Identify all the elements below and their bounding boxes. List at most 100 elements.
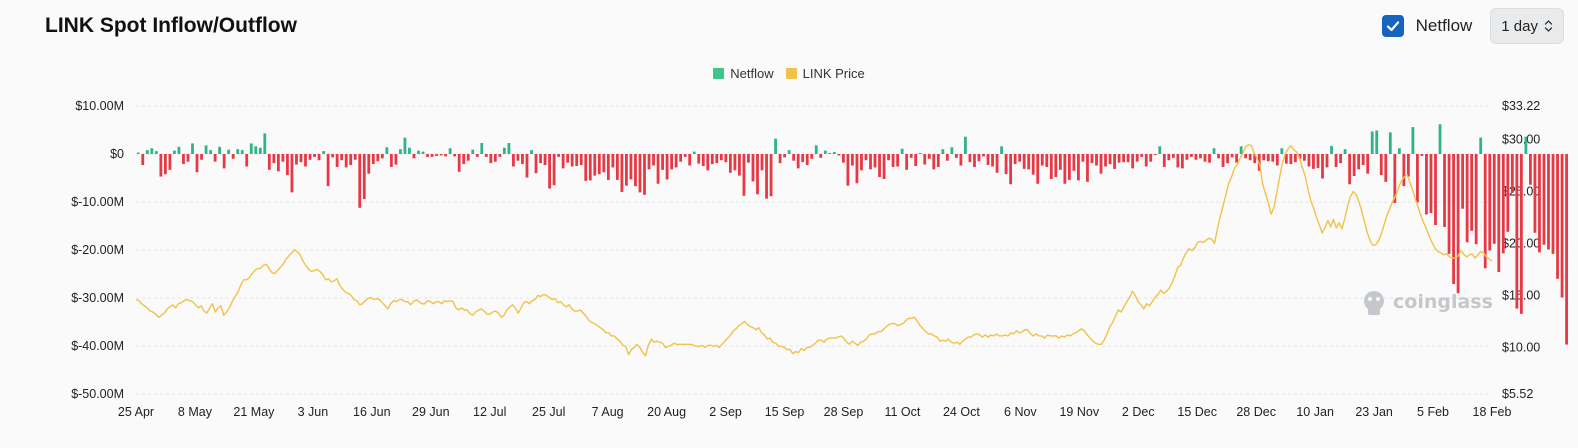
netflow-bar[interactable] [344, 154, 348, 168]
netflow-bar[interactable] [1248, 154, 1252, 161]
netflow-bar[interactable] [530, 150, 533, 154]
netflow-bar[interactable] [1022, 154, 1026, 169]
netflow-bar[interactable] [891, 154, 895, 167]
netflow-bar[interactable] [389, 154, 393, 167]
netflow-bar[interactable] [1551, 154, 1555, 254]
netflow-bar[interactable] [661, 154, 664, 170]
netflow-bar[interactable] [1515, 154, 1519, 309]
netflow-bar[interactable] [945, 154, 949, 161]
netflow-bar[interactable] [507, 142, 511, 154]
netflow-bar[interactable] [362, 154, 366, 200]
netflow-bar[interactable] [1357, 154, 1361, 170]
netflow-bar[interactable] [688, 154, 692, 166]
netflow-bar[interactable] [1538, 154, 1541, 253]
netflow-bar[interactable] [819, 154, 823, 158]
netflow-bar[interactable] [430, 154, 434, 157]
netflow-bar[interactable] [706, 154, 710, 171]
netflow-bar[interactable] [1325, 154, 1329, 168]
netflow-bar[interactable] [466, 154, 470, 161]
netflow-bar[interactable] [697, 154, 701, 164]
netflow-bar[interactable] [439, 154, 443, 156]
netflow-bar[interactable] [783, 154, 787, 158]
netflow-bar[interactable] [448, 148, 452, 154]
netflow-bar[interactable] [846, 154, 850, 186]
netflow-bar[interactable] [1131, 154, 1135, 169]
netflow-bar[interactable] [1190, 154, 1193, 157]
netflow-bar[interactable] [1452, 154, 1455, 285]
netflow-bar[interactable] [1303, 154, 1306, 161]
netflow-bar[interactable] [412, 154, 416, 159]
netflow-bar[interactable] [860, 154, 863, 171]
netflow-bar[interactable] [168, 154, 172, 170]
netflow-bar[interactable] [1158, 146, 1162, 154]
netflow-bar[interactable] [1443, 154, 1446, 227]
netflow-bar[interactable] [941, 149, 945, 154]
netflow-bar[interactable] [173, 150, 176, 154]
netflow-bar[interactable] [982, 154, 985, 157]
netflow-bar[interactable] [236, 149, 240, 154]
netflow-bar[interactable] [1099, 154, 1103, 174]
netflow-bar[interactable] [950, 147, 954, 154]
netflow-bar[interactable] [480, 142, 484, 154]
netflow-bar[interactable] [1397, 148, 1401, 154]
netflow-bar[interactable] [399, 149, 402, 154]
netflow-bar[interactable] [534, 154, 538, 174]
netflow-bar[interactable] [1293, 154, 1297, 163]
netflow-bar[interactable] [927, 154, 931, 159]
netflow-bar[interactable] [1230, 154, 1234, 158]
netflow-bar[interactable] [371, 154, 375, 165]
netflow-bar[interactable] [1379, 154, 1383, 176]
netflow-bar[interactable] [760, 154, 764, 171]
netflow-bar[interactable] [1519, 154, 1523, 314]
netflow-bar[interactable] [1244, 154, 1248, 159]
netflow-bar[interactable] [1312, 154, 1315, 169]
netflow-bar[interactable] [841, 154, 845, 163]
netflow-bar[interactable] [873, 154, 877, 168]
legend-item-netflow[interactable]: Netflow [713, 66, 774, 81]
netflow-bar[interactable] [1434, 154, 1437, 226]
netflow-bar[interactable] [521, 154, 524, 165]
netflow-bar[interactable] [814, 145, 818, 154]
netflow-bar[interactable] [1510, 154, 1514, 193]
netflow-bar[interactable] [932, 154, 936, 170]
netflow-bar[interactable] [254, 146, 258, 154]
netflow-bar[interactable] [1266, 154, 1270, 162]
netflow-bar[interactable] [1180, 154, 1184, 169]
netflow-bar[interactable] [1497, 154, 1501, 273]
netflow-bar[interactable] [742, 154, 746, 196]
netflow-bar[interactable] [1501, 154, 1505, 254]
netflow-bar[interactable] [1470, 154, 1474, 231]
netflow-bar[interactable] [295, 154, 298, 165]
netflow-bar[interactable] [882, 154, 886, 179]
netflow-bar[interactable] [964, 136, 967, 154]
netflow-bar[interactable] [272, 154, 276, 164]
netflow-bar[interactable] [195, 154, 199, 173]
netflow-bar[interactable] [634, 154, 637, 187]
netflow-bar[interactable] [1384, 154, 1388, 182]
netflow-bar[interactable] [376, 154, 380, 162]
netflow-bar[interactable] [1533, 154, 1537, 233]
netflow-bar[interactable] [286, 154, 289, 176]
netflow-bar[interactable] [1343, 149, 1347, 154]
netflow-bar[interactable] [552, 154, 556, 186]
netflow-bar[interactable] [403, 137, 407, 154]
netflow-bar[interactable] [1307, 154, 1311, 167]
netflow-bar[interactable] [1122, 154, 1126, 163]
netflow-bar[interactable] [1465, 154, 1469, 243]
netflow-bar[interactable] [738, 154, 741, 176]
netflow-bar[interactable] [670, 154, 674, 170]
netflow-bar[interactable] [701, 154, 705, 166]
netflow-bar[interactable] [1212, 148, 1216, 154]
netflow-bar[interactable] [136, 152, 140, 154]
netflow-bar[interactable] [832, 152, 836, 154]
netflow-bar[interactable] [1420, 154, 1424, 156]
netflow-bar[interactable] [1239, 146, 1243, 154]
netflow-bar[interactable] [1049, 154, 1053, 179]
netflow-bar[interactable] [1063, 154, 1067, 184]
netflow-bar[interactable] [1185, 154, 1189, 160]
netflow-bar[interactable] [462, 154, 466, 165]
netflow-bar[interactable] [245, 154, 249, 167]
netflow-bar[interactable] [995, 154, 999, 173]
netflow-bar[interactable] [751, 154, 755, 182]
netflow-bar[interactable] [1411, 127, 1415, 154]
